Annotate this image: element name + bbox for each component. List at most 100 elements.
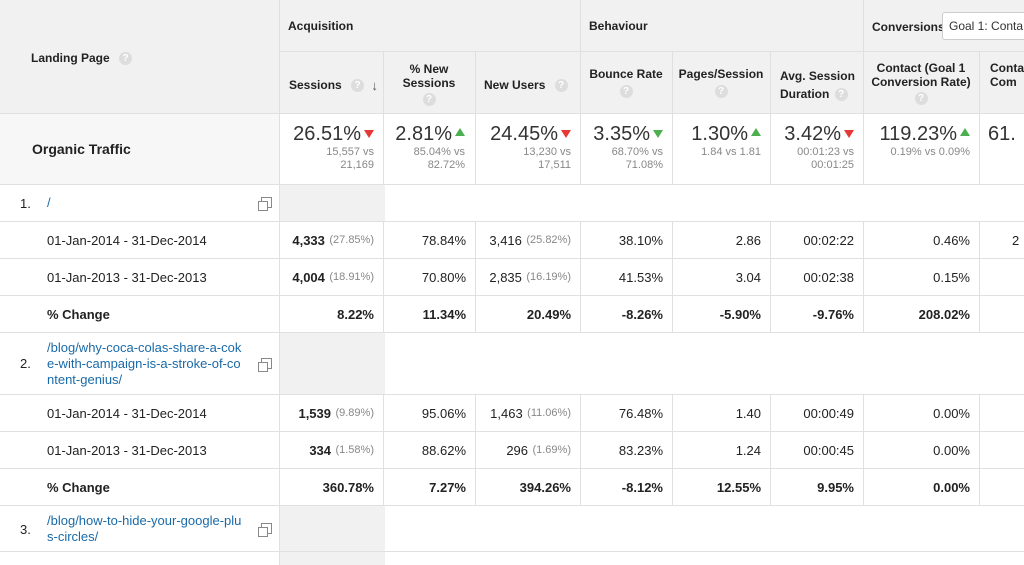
help-icon[interactable]: ? xyxy=(619,85,633,98)
bounce-rate-cell: 76.48% xyxy=(581,395,673,432)
summary-pages-session-value: 1.30% xyxy=(691,123,748,145)
summary-bounce-rate-value: 3.35% xyxy=(593,123,650,145)
page-row-2-fill xyxy=(385,333,1024,395)
page-link-line: /blog/how-to-hide-your-google-plu xyxy=(47,513,242,528)
page-row-3-fill xyxy=(385,506,1024,552)
help-icon[interactable]: ? xyxy=(422,93,436,106)
sessions-value: 334 xyxy=(309,442,332,458)
help-icon[interactable]: ? xyxy=(351,79,365,93)
help-icon[interactable]: ? xyxy=(119,52,133,66)
summary-new-users-sub1: 13,230 vs xyxy=(523,146,571,158)
landing-page-header[interactable]: Landing Page ? xyxy=(0,0,280,114)
trend-up-icon xyxy=(960,128,970,136)
new-users-pct: (11.06%) xyxy=(527,407,571,419)
avg-duration-cell: 00:00:49 xyxy=(771,395,864,432)
help-icon[interactable]: ? xyxy=(714,85,728,98)
contact-rate-change: 0.00% xyxy=(933,479,970,495)
sessions-change-cell: 360.78% xyxy=(280,469,384,506)
summary-contact-completions-value: 61. xyxy=(988,123,1016,145)
acquisition-label: Acquisition xyxy=(288,19,354,33)
page-link-line: ntent-genius/ xyxy=(47,372,123,387)
help-icon[interactable]: ? xyxy=(554,79,568,93)
landing-page-title: Landing Page xyxy=(31,51,110,65)
date-range-label: 01-Jan-2014 - 31-Dec-2014 xyxy=(47,405,207,421)
pages-session-cell: 1.40 xyxy=(673,395,771,432)
contact-rate-cell: 0.15% xyxy=(864,259,980,296)
external-link-icon[interactable] xyxy=(258,197,272,211)
behaviour-label: Behaviour xyxy=(589,19,648,33)
summary-avg-duration: 3.42% 00:01:23 vs 00:01:25 xyxy=(771,114,864,185)
new-sessions-cell: 78.84% xyxy=(384,222,476,259)
contact-rate-column-header[interactable]: Contact (Goal 1 Conversion Rate) ? xyxy=(864,52,980,114)
summary-bounce-rate-sub1: 68.70% vs xyxy=(611,146,663,158)
pages-session-value: 3.04 xyxy=(735,269,761,285)
sessions-change: 360.78% xyxy=(322,479,374,495)
bounce-rate-change: -8.26% xyxy=(621,306,663,322)
bounce-rate-column-header[interactable]: Bounce Rate ? xyxy=(581,52,673,114)
sessions-column-header[interactable]: Sessions ? ↓ xyxy=(280,52,384,114)
new-sessions-value: 78.84% xyxy=(421,232,466,248)
new-sessions-change-cell: 7.27% xyxy=(384,469,476,506)
contact-rate-cell: 0.46% xyxy=(864,222,980,259)
summary-label-cell: Organic Traffic xyxy=(0,114,280,185)
help-icon[interactable]: ? xyxy=(914,92,928,105)
help-icon[interactable]: ? xyxy=(834,88,848,102)
goal-select[interactable]: Goal 1: Conta xyxy=(942,12,1024,40)
new-sessions-cell: 88.62% xyxy=(384,432,476,469)
next-row-stub xyxy=(0,552,280,565)
new-sessions-cell: 70.80% xyxy=(384,259,476,296)
pages-session-column-header[interactable]: Pages/Session ? xyxy=(673,52,771,114)
summary-pages-session: 1.30% 1.84 vs 1.81 xyxy=(673,114,771,185)
summary-contact-rate-value: 119.23% xyxy=(879,123,957,145)
trend-down-icon xyxy=(844,130,854,138)
avg-duration-change: -9.76% xyxy=(812,306,854,322)
date-range-label: 01-Jan-2013 - 31-Dec-2013 xyxy=(47,269,207,285)
new-users-pct: (25.82%) xyxy=(526,234,571,246)
page-link[interactable]: / xyxy=(47,195,51,210)
sessions-pct: (18.91%) xyxy=(329,271,374,283)
external-link-icon[interactable] xyxy=(258,358,272,372)
pages-session-value: 2.86 xyxy=(735,232,761,248)
new-users-cell: 1,463 (11.06%) xyxy=(476,395,581,432)
contact-rate-change-cell: 0.00% xyxy=(864,469,980,506)
new-users-column-header[interactable]: New Users ? xyxy=(476,52,581,114)
new-sessions-column-header[interactable]: % New Sessions ? xyxy=(384,52,476,114)
acquisition-group-header: Acquisition xyxy=(280,0,581,52)
page-link[interactable]: /blog/why-coca-colas-share-a-cok e-with-… xyxy=(47,340,241,388)
new-users-pct: (16.19%) xyxy=(526,271,571,283)
sort-down-icon[interactable]: ↓ xyxy=(371,77,378,93)
contact-completions-cell: 2 xyxy=(980,222,1024,259)
summary-new-sessions-sub1: 85.04% vs xyxy=(413,146,465,158)
trend-down-icon xyxy=(364,130,374,138)
sessions-title: Sessions xyxy=(289,78,342,92)
page-row-3: 3. /blog/how-to-hide-your-google-plu s-c… xyxy=(0,506,280,552)
contact-completions-column-header[interactable]: Conta Com xyxy=(980,52,1024,114)
date-range-row: 01-Jan-2014 - 31-Dec-2014 xyxy=(0,395,280,432)
avg-duration-column-header[interactable]: Avg. Session Duration ? xyxy=(771,52,864,114)
page-row-1-shade xyxy=(280,185,385,222)
contact-completions-change-cell xyxy=(980,296,1024,333)
sessions-value: 1,539 xyxy=(298,405,332,421)
date-range-row: 01-Jan-2014 - 31-Dec-2014 xyxy=(0,222,280,259)
summary-new-sessions-sub2: 82.72% xyxy=(427,159,465,171)
organic-traffic-label: Organic Traffic xyxy=(32,141,131,157)
new-users-value: 296 xyxy=(506,442,529,458)
page-link[interactable]: /blog/how-to-hide-your-google-plu s-circ… xyxy=(47,513,241,545)
bounce-rate-value: 38.10% xyxy=(618,232,663,248)
date-range-row: 01-Jan-2013 - 31-Dec-2013 xyxy=(0,432,280,469)
next-row-stub-shade xyxy=(280,552,385,565)
trend-up-icon xyxy=(455,128,465,136)
contact-rate-change: 208.02% xyxy=(918,306,970,322)
avg-duration-change-cell: 9.95% xyxy=(771,469,864,506)
new-sessions-change: 11.34% xyxy=(422,306,466,322)
page-link-line: e-with-campaign-is-a-stroke-of-co xyxy=(47,356,241,371)
contact-rate-cell: 0.00% xyxy=(864,432,980,469)
contact-completions-cell xyxy=(980,259,1024,296)
external-link-icon[interactable] xyxy=(258,523,272,537)
new-users-value: 3,416 xyxy=(489,232,522,248)
page-row-1-fill xyxy=(385,185,1024,222)
bounce-rate-change-cell: -8.12% xyxy=(581,469,673,506)
sessions-value: 4,004 xyxy=(292,269,325,285)
pages-session-value: 1.24 xyxy=(735,442,761,458)
change-label: % Change xyxy=(47,306,110,322)
